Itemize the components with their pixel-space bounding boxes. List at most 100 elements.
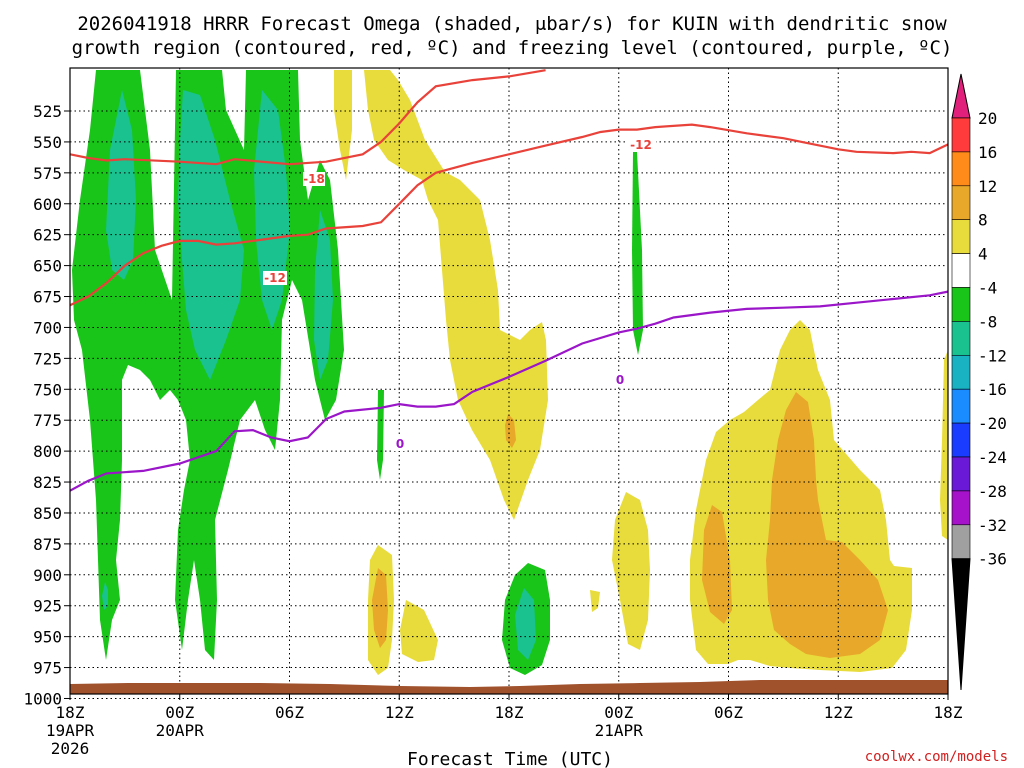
colorbar-swatch — [951, 422, 971, 458]
colorbar-swatch — [951, 117, 971, 153]
freezing-level-contour — [70, 290, 948, 492]
descent-region-small — [590, 590, 600, 612]
dgz-minus12-contour — [70, 123, 948, 307]
colorbar-bottom-arrow — [951, 558, 971, 691]
y-tick-label: 675 — [33, 288, 62, 307]
dgz-minus18-contour — [70, 69, 546, 166]
y-tick-label: 525 — [33, 102, 62, 121]
colorbar-swatch — [951, 388, 971, 424]
y-tick-label: 725 — [33, 349, 62, 368]
colorbar-swatch — [951, 151, 971, 187]
colorbar-swatch — [951, 321, 971, 356]
x-date-label: 20APR — [156, 721, 205, 740]
y-tick-label: 625 — [33, 226, 62, 245]
strong-ascent-core-6 — [102, 582, 108, 610]
colorbar-label: -36 — [978, 550, 1007, 569]
colorbar-label: 4 — [978, 245, 988, 264]
dgz-label-minus12-right: -12 — [630, 138, 652, 152]
colorbar-swatch — [951, 456, 971, 492]
colorbar-label: -28 — [978, 482, 1007, 501]
ascent-region-mid-column — [632, 152, 643, 355]
strong-descent-core-1 — [372, 568, 388, 648]
colorbar-swatch — [951, 524, 971, 559]
descent-region-main — [364, 70, 548, 520]
terrain-ground — [70, 680, 948, 694]
y-tick-label: 600 — [33, 195, 62, 214]
colorbar-label: -12 — [978, 346, 1007, 365]
ascent-region-small-column — [377, 390, 384, 480]
y-tick-label: 775 — [33, 411, 62, 430]
y-tick-label: 1000 — [23, 689, 62, 708]
colorbar-top-arrow — [951, 73, 971, 119]
y-tick-label: 975 — [33, 659, 62, 678]
x-tick-label: 18Z — [934, 703, 963, 722]
y-tick-label: 700 — [33, 318, 62, 337]
strong-ascent-core-4 — [314, 210, 333, 380]
descent-region-edge — [940, 350, 948, 540]
colorbar-swatch — [951, 219, 971, 254]
x-axis-title: Forecast Time (UTC) — [407, 749, 613, 768]
y-tick-label: 875 — [33, 535, 62, 554]
x-date-label: 21APR — [595, 721, 644, 740]
x-tick-label: 12Z — [385, 703, 414, 722]
credit-text: coolwx.com/models — [865, 749, 1008, 765]
colorbar-label: 20 — [978, 109, 997, 128]
y-axis-pressure: 525 550 575 600 625 650 675 700 725 750 775 800 825 8… — [23, 102, 70, 708]
colorbar-label: -32 — [978, 516, 1007, 535]
y-tick-label: 825 — [33, 473, 62, 492]
x-tick-label: 00Z — [604, 703, 633, 722]
x-tick-label: 06Z — [714, 703, 743, 722]
strong-ascent-core-3 — [254, 90, 290, 330]
colorbar-swatch — [951, 185, 971, 221]
freezing-label-right: 0 — [616, 373, 624, 387]
colorbar-label: -8 — [978, 312, 997, 331]
colorbar-legend: 20 16 12 8 4 -4 -8 -12 -16 -20 -24 -28 -32 -36 — [951, 73, 1007, 691]
descent-region-lowlevel-2 — [400, 600, 438, 662]
x-tick-label: 12Z — [824, 703, 853, 722]
y-tick-label: 925 — [33, 597, 62, 616]
colorbar-label: -4 — [978, 279, 997, 298]
plot-grid — [70, 68, 948, 699]
dgz-label-minus12-left: -12 — [264, 271, 286, 285]
colorbar-label: 8 — [978, 211, 988, 230]
y-tick-label: 850 — [33, 504, 62, 523]
y-tick-label: 900 — [33, 566, 62, 585]
y-tick-label: 550 — [33, 133, 62, 152]
strong-descent-core-2 — [505, 414, 516, 448]
x-tick-label: 18Z — [495, 703, 524, 722]
strong-ascent-core-1 — [106, 90, 136, 280]
chart-title-line-1: 2026041918 HRRR Forecast Omega (shaded, … — [77, 13, 947, 35]
strong-descent-core-4 — [766, 392, 888, 658]
strong-descent-core-3 — [702, 505, 732, 624]
omega-strong-positive-shading — [372, 392, 888, 658]
contour-lines — [70, 69, 948, 492]
contour-labels: -18 -12 -12 0 0 — [263, 138, 656, 451]
y-tick-label: 750 — [33, 380, 62, 399]
chart-title-line-2: growth region (contoured, red, ºC) and f… — [72, 37, 953, 59]
colorbar-swatch — [951, 253, 971, 288]
x-tick-label: 00Z — [165, 703, 194, 722]
colorbar-swatch — [951, 490, 971, 526]
colorbar-label: -16 — [978, 380, 1007, 399]
descent-region-evening — [612, 492, 650, 650]
y-tick-label: 800 — [33, 442, 62, 461]
colorbar-label: -24 — [978, 448, 1007, 467]
freezing-label-left: 0 — [396, 437, 404, 451]
dgz-label-minus18: -18 — [303, 172, 325, 186]
colorbar-label: -20 — [978, 414, 1007, 433]
x-year-label: 2026 — [51, 739, 90, 758]
x-tick-label: 06Z — [275, 703, 304, 722]
omega-strong-negative-shading — [102, 90, 536, 660]
y-tick-label: 950 — [33, 628, 62, 647]
colorbar-label: 16 — [978, 143, 997, 162]
colorbar-label: 12 — [978, 177, 997, 196]
x-date-label: 19APR — [46, 721, 95, 740]
y-tick-label: 650 — [33, 257, 62, 276]
descent-region-upper — [334, 70, 352, 180]
colorbar-swatch — [951, 287, 971, 322]
colorbar-swatch — [951, 354, 971, 390]
x-tick-label: 18Z — [56, 703, 85, 722]
y-tick-label: 575 — [33, 164, 62, 183]
